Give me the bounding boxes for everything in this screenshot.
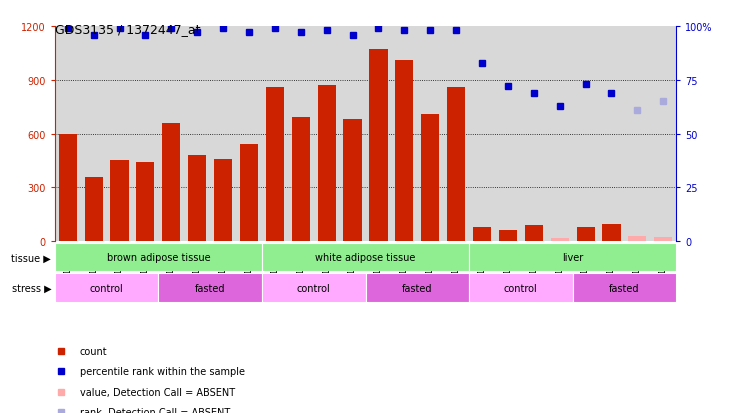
Bar <box>317 86 336 242</box>
Bar <box>473 227 491 242</box>
Bar <box>110 161 129 242</box>
Bar <box>550 238 569 242</box>
Text: brown adipose tissue: brown adipose tissue <box>107 253 211 263</box>
Bar <box>240 145 258 242</box>
Bar <box>266 88 284 242</box>
Bar <box>469 274 572 302</box>
Bar <box>188 156 206 242</box>
Bar <box>366 274 469 302</box>
Bar <box>499 231 517 242</box>
Bar <box>577 227 594 242</box>
Text: white adipose tissue: white adipose tissue <box>315 253 416 263</box>
Text: count: count <box>80 346 107 356</box>
Bar <box>262 244 469 272</box>
Bar <box>55 274 159 302</box>
Bar <box>159 274 262 302</box>
Text: liver: liver <box>562 253 583 263</box>
Bar <box>395 61 414 242</box>
Bar <box>85 177 103 242</box>
Bar <box>654 237 673 242</box>
Text: control: control <box>90 283 124 293</box>
Text: stress ▶: stress ▶ <box>12 283 51 293</box>
Bar <box>421 114 439 242</box>
Bar <box>214 159 232 242</box>
Bar <box>602 225 621 242</box>
Text: control: control <box>297 283 330 293</box>
Bar <box>162 123 181 242</box>
Bar <box>628 236 646 242</box>
Bar <box>447 88 465 242</box>
Bar <box>292 118 310 242</box>
Bar <box>137 163 154 242</box>
Bar <box>58 134 77 242</box>
Text: value, Detection Call = ABSENT: value, Detection Call = ABSENT <box>80 387 235 397</box>
Text: fasted: fasted <box>402 283 433 293</box>
Text: tissue ▶: tissue ▶ <box>12 253 51 263</box>
Text: rank, Detection Call = ABSENT: rank, Detection Call = ABSENT <box>80 407 230 413</box>
Text: fasted: fasted <box>195 283 225 293</box>
Bar <box>525 225 543 242</box>
Bar <box>572 274 676 302</box>
Text: control: control <box>504 283 538 293</box>
Bar <box>369 50 387 242</box>
Bar <box>469 244 676 272</box>
Text: GDS3135 / 1372447_at: GDS3135 / 1372447_at <box>55 23 200 36</box>
Bar <box>262 274 366 302</box>
Bar <box>344 120 362 242</box>
Text: fasted: fasted <box>609 283 640 293</box>
Bar <box>55 244 262 272</box>
Text: percentile rank within the sample: percentile rank within the sample <box>80 366 245 376</box>
